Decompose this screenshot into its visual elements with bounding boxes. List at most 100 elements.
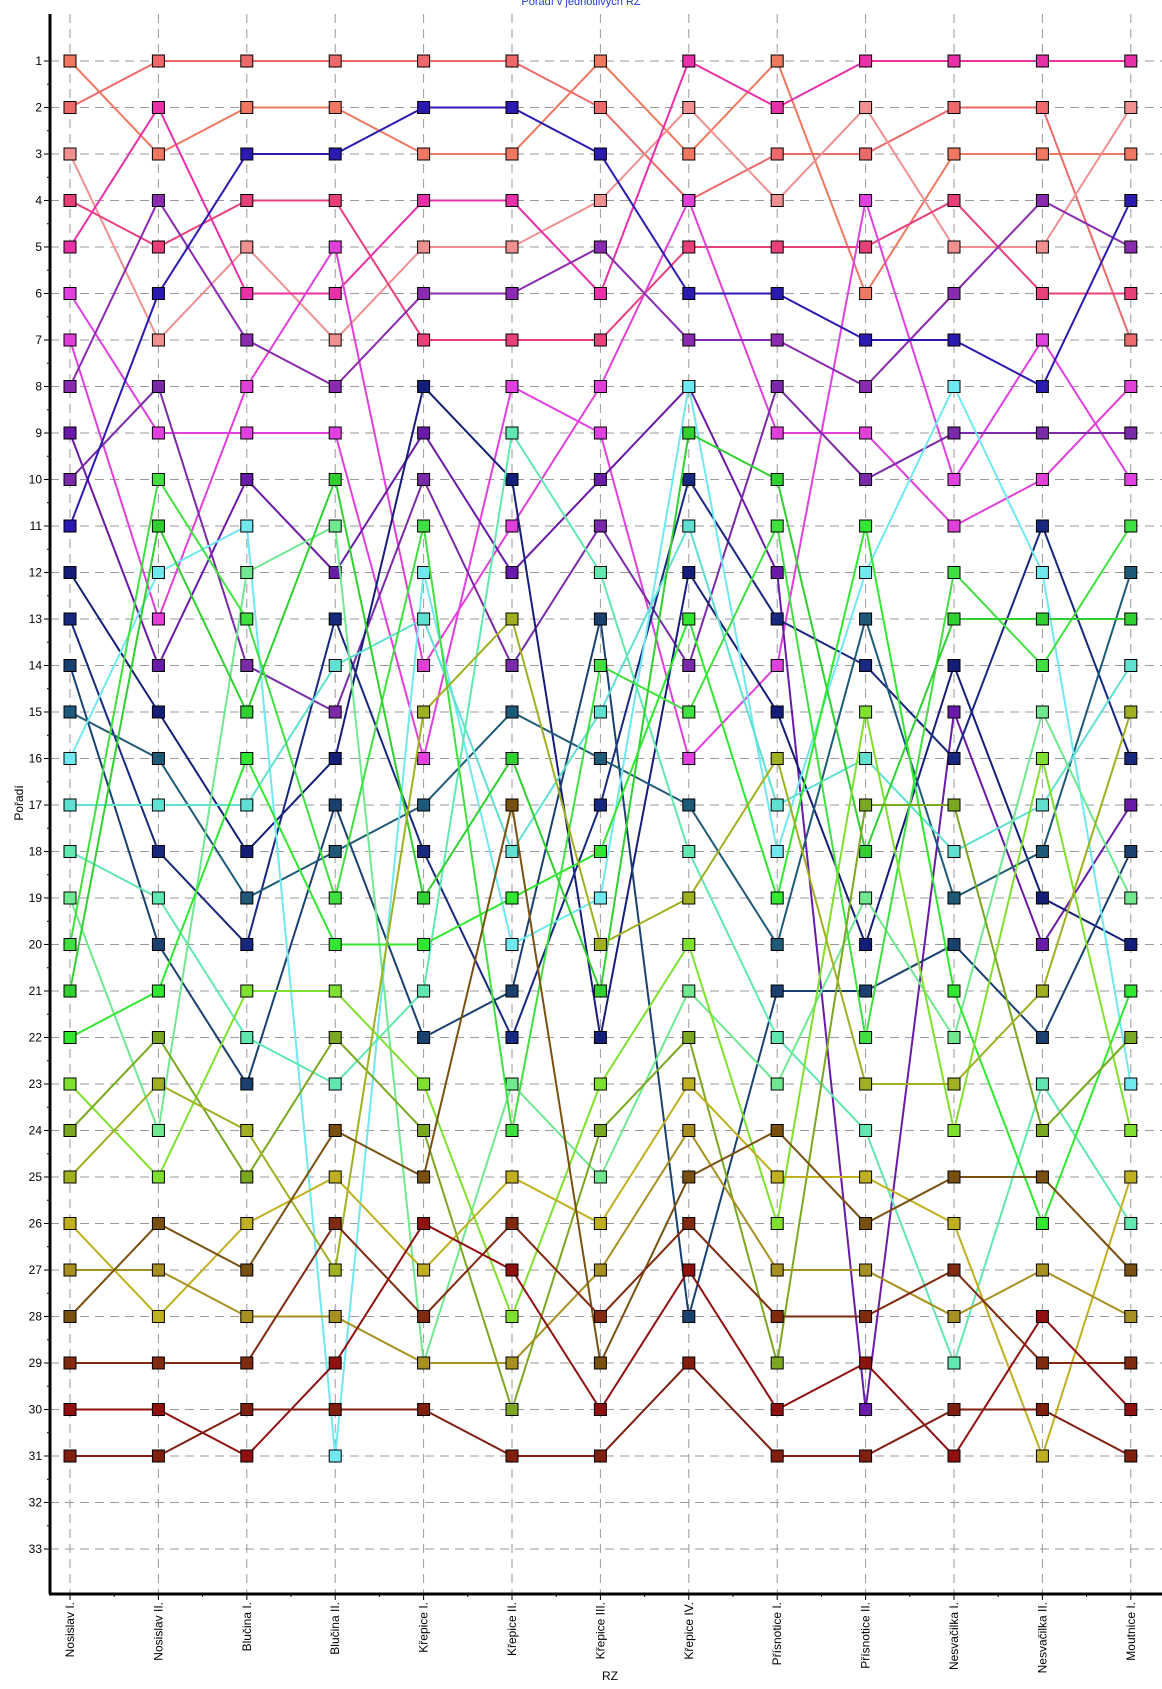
data-point	[1035, 1310, 1049, 1323]
data-point	[417, 845, 431, 858]
data-point	[505, 287, 519, 300]
data-point	[417, 380, 431, 393]
data-point	[328, 333, 342, 347]
data-point	[505, 473, 519, 486]
y-tick-label: 1	[35, 54, 42, 68]
data-point	[505, 333, 519, 347]
data-point	[328, 1217, 342, 1230]
data-point	[859, 612, 873, 626]
data-point	[505, 891, 519, 905]
series-25	[63, 612, 1138, 1277]
data-point	[1035, 1263, 1049, 1277]
y-tick-label: 23	[29, 1077, 43, 1091]
data-point	[593, 1217, 607, 1230]
data-point	[240, 566, 254, 579]
data-point	[682, 240, 696, 254]
data-point	[240, 659, 254, 672]
data-point	[505, 938, 519, 951]
data-point	[240, 426, 254, 440]
data-point	[505, 1356, 519, 1370]
data-point	[947, 845, 961, 858]
data-point	[770, 333, 784, 347]
data-point	[240, 1170, 254, 1184]
data-point	[1124, 984, 1138, 998]
data-point	[505, 984, 519, 998]
data-point	[240, 287, 254, 300]
data-point	[682, 380, 696, 393]
data-point	[859, 1403, 873, 1416]
data-point	[1124, 1263, 1138, 1277]
data-point	[417, 938, 431, 951]
data-point	[63, 1031, 77, 1044]
data-point	[770, 1031, 784, 1044]
data-point	[1035, 287, 1049, 300]
data-point	[240, 54, 254, 68]
data-point	[63, 519, 77, 533]
data-point	[859, 426, 873, 440]
data-point	[151, 566, 165, 579]
data-point	[770, 380, 784, 393]
y-tick-label: 7	[35, 333, 42, 347]
series-1	[63, 54, 1138, 300]
series-7	[63, 194, 1138, 672]
data-point	[151, 380, 165, 393]
data-point	[1124, 566, 1138, 579]
data-point	[859, 659, 873, 672]
data-point	[1124, 612, 1138, 626]
data-point	[859, 938, 873, 951]
data-point	[63, 845, 77, 858]
series-6	[63, 194, 1138, 765]
data-point	[1035, 1449, 1049, 1463]
data-point	[859, 891, 873, 905]
data-point	[328, 798, 342, 812]
data-point	[770, 984, 784, 998]
y-tick-label: 10	[29, 473, 43, 487]
data-point	[417, 705, 431, 719]
data-point	[770, 101, 784, 114]
data-point	[770, 194, 784, 207]
data-point	[328, 194, 342, 207]
data-point	[593, 380, 607, 393]
data-point	[63, 147, 77, 161]
x-tick-label: Blučina II.	[328, 1602, 342, 1655]
data-point	[505, 1077, 519, 1091]
data-point	[151, 101, 165, 114]
data-point	[770, 473, 784, 486]
data-point	[593, 752, 607, 765]
y-tick-label: 5	[35, 240, 42, 254]
data-point	[682, 1031, 696, 1044]
data-point	[417, 519, 431, 533]
data-point	[240, 612, 254, 626]
data-point	[417, 798, 431, 812]
data-point	[151, 1170, 165, 1184]
data-point	[505, 705, 519, 719]
x-tick-label: Moutnice I.	[1124, 1602, 1138, 1661]
data-point	[63, 1077, 77, 1091]
data-point	[417, 147, 431, 161]
data-point	[682, 287, 696, 300]
data-point	[505, 519, 519, 533]
data-point	[859, 1310, 873, 1323]
data-point	[151, 1310, 165, 1323]
data-point	[1124, 705, 1138, 719]
data-point	[151, 1031, 165, 1044]
data-point	[593, 705, 607, 719]
series-10	[63, 380, 1138, 719]
data-point	[328, 1356, 342, 1370]
data-point	[63, 333, 77, 347]
data-point	[505, 380, 519, 393]
data-point	[151, 938, 165, 951]
data-point	[593, 1403, 607, 1416]
y-tick-label: 13	[29, 612, 43, 626]
series-30	[63, 1217, 1138, 1463]
data-point	[151, 240, 165, 254]
data-point	[682, 984, 696, 998]
data-point	[328, 426, 342, 440]
x-tick-label: Křepice II.	[505, 1602, 519, 1656]
data-point	[328, 891, 342, 905]
data-point	[417, 333, 431, 347]
data-point	[240, 798, 254, 812]
series-13	[63, 473, 1138, 1044]
y-tick-label: 12	[29, 566, 43, 580]
data-point	[328, 1263, 342, 1277]
